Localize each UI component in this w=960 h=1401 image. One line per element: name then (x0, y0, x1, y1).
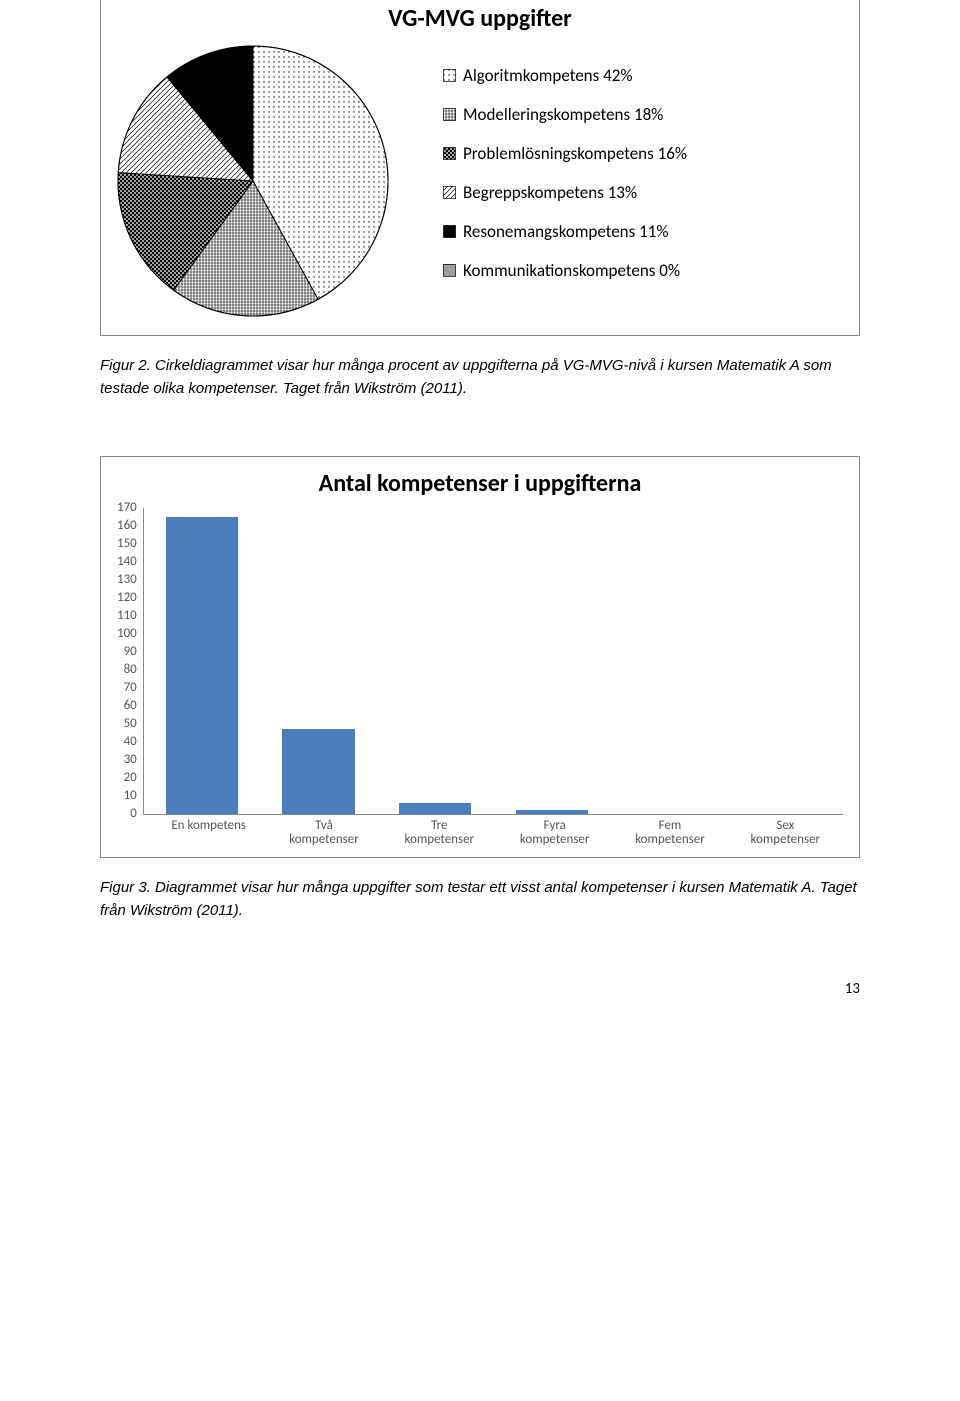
bar-rect (282, 729, 354, 814)
bar-chart-title: Antal kompetenser i uppgifterna (117, 469, 843, 508)
y-tick-label: 70 (117, 679, 137, 697)
legend-swatch (443, 147, 456, 160)
y-tick-label: 130 (117, 571, 137, 589)
page-number: 13 (845, 980, 860, 998)
x-tick-label: Tre kompetenser (382, 819, 497, 848)
pie-chart-title: VG-MVG uppgifter (101, 0, 859, 33)
bar-column (493, 508, 610, 814)
legend-label: Kommunikationskompetens 0% (463, 260, 680, 281)
pie-chart-container: VG-MVG uppgifter (100, 0, 860, 336)
y-tick-label: 120 (117, 589, 137, 607)
legend-swatch (443, 225, 456, 238)
pie-legend-item: Kommunikationskompetens 0% (443, 260, 687, 281)
y-tick-label: 50 (117, 715, 137, 733)
y-tick-label: 160 (117, 517, 137, 535)
y-tick-label: 80 (117, 661, 137, 679)
y-tick-label: 100 (117, 625, 137, 643)
pie-legend-item: Begreppskompetens 13% (443, 182, 687, 203)
bar-column (144, 508, 261, 814)
y-tick-label: 90 (117, 643, 137, 661)
pie-legend-item: Algoritmkompetens 42% (443, 65, 687, 86)
bar-chart-plot-area (143, 508, 843, 815)
y-tick-label: 10 (117, 787, 137, 805)
bar-column (260, 508, 377, 814)
bar-chart-x-axis: En kompetensTvå kompetenserTre kompetens… (151, 819, 843, 848)
y-tick-label: 60 (117, 697, 137, 715)
bar-chart-y-axis: 0102030405060708090100110120130140150160… (117, 508, 143, 814)
y-tick-label: 0 (117, 805, 137, 823)
figure-2-caption: Figur 2. Cirkeldiagrammet visar hur mång… (100, 354, 860, 401)
bar-rect (166, 517, 238, 814)
y-tick-label: 150 (117, 535, 137, 553)
x-tick-label: Sex kompetenser (728, 819, 843, 848)
bar-rect (399, 803, 471, 814)
x-tick-label: Fyra kompetenser (497, 819, 612, 848)
bar-column (377, 508, 494, 814)
bar-column (610, 508, 727, 814)
figure-3-caption: Figur 3. Diagrammet visar hur många uppg… (100, 876, 860, 923)
legend-label: Begreppskompetens 13% (463, 182, 637, 203)
x-tick-label: Två kompetenser (266, 819, 381, 848)
x-tick-label: Fem kompetenser (612, 819, 727, 848)
y-tick-label: 170 (117, 499, 137, 517)
y-tick-label: 140 (117, 553, 137, 571)
pie-chart-legend: Algoritmkompetens 42% Modelleringskompete… (393, 41, 687, 299)
legend-label: Modelleringskompetens 18% (463, 104, 663, 125)
legend-swatch (443, 69, 456, 82)
pie-legend-item: Resonemangskompetens 11% (443, 221, 687, 242)
legend-label: Problemlösningskompetens 16% (463, 143, 687, 164)
y-tick-label: 30 (117, 751, 137, 769)
bar-rect (516, 810, 588, 814)
pie-legend-item: Problemlösningskompetens 16% (443, 143, 687, 164)
x-tick-label: En kompetens (151, 819, 266, 848)
pie-legend-item: Modelleringskompetens 18% (443, 104, 687, 125)
pie-chart-plot (113, 41, 393, 326)
bar-column (726, 508, 843, 814)
y-tick-label: 20 (117, 769, 137, 787)
legend-swatch (443, 264, 456, 277)
y-tick-label: 40 (117, 733, 137, 751)
legend-label: Resonemangskompetens 11% (463, 221, 668, 242)
legend-label: Algoritmkompetens 42% (463, 65, 632, 86)
y-tick-label: 110 (117, 607, 137, 625)
legend-swatch (443, 108, 456, 121)
bar-chart-container: Antal kompetenser i uppgifterna 01020304… (100, 456, 860, 859)
legend-swatch (443, 186, 456, 199)
